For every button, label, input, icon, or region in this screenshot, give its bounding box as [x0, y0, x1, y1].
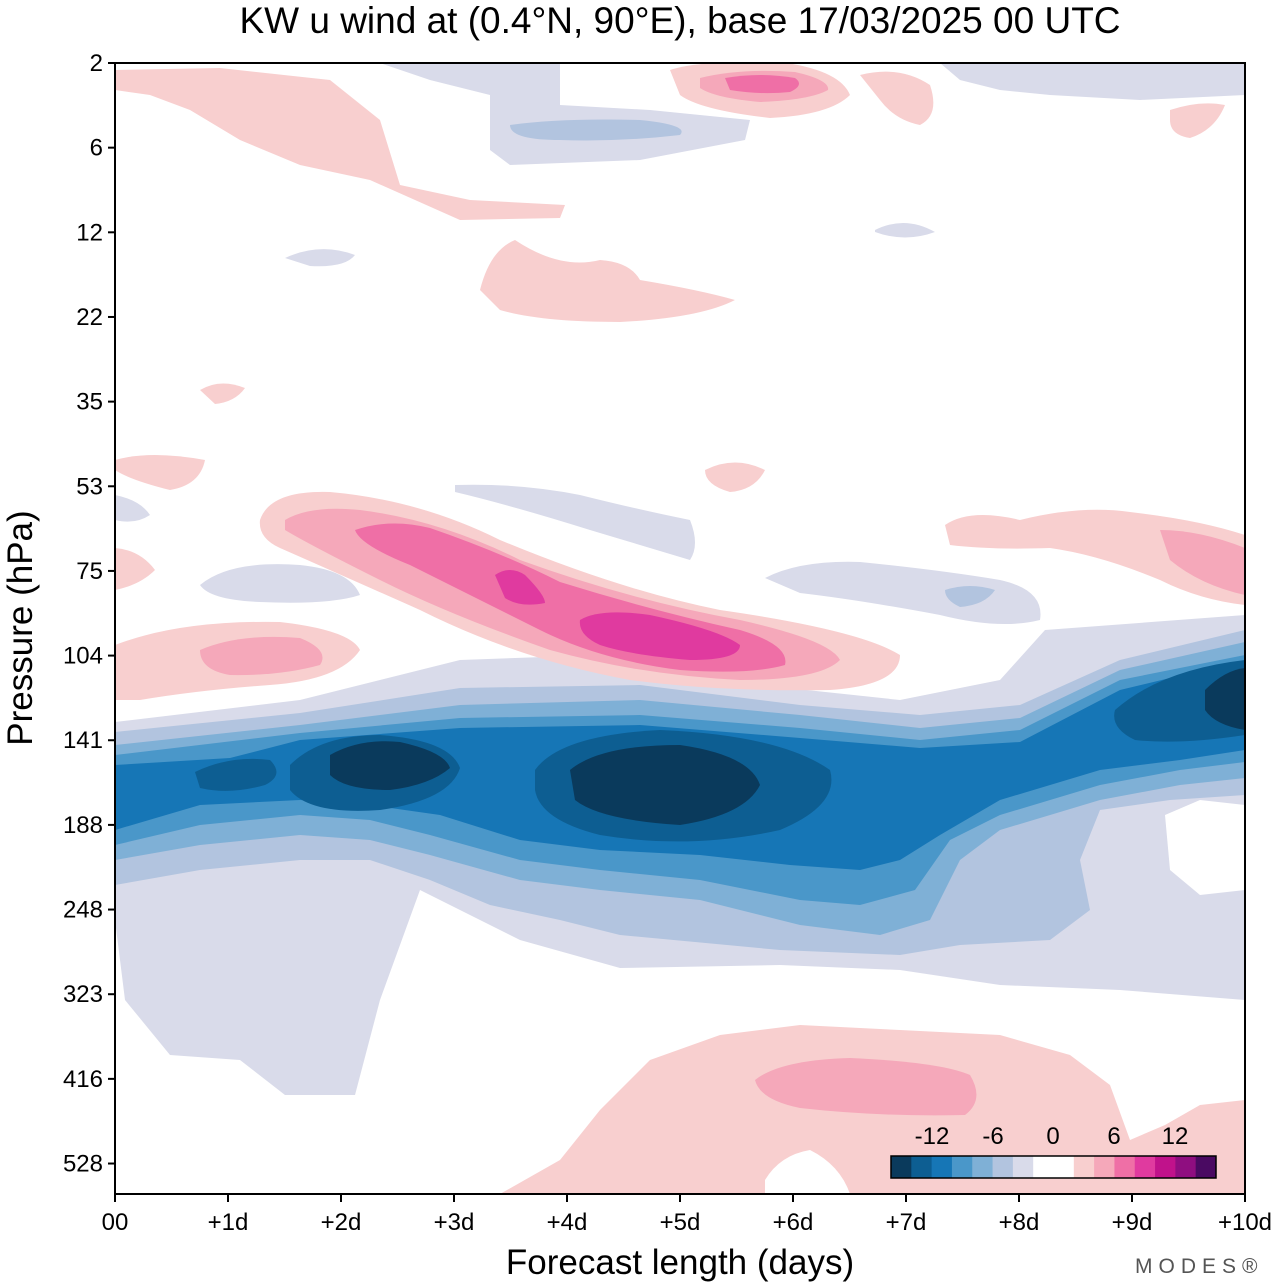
- contour-easterly-upper-1: [380, 63, 750, 165]
- contour-easterly-upper-3: [940, 63, 1245, 100]
- contour-westerly-8-b: [495, 570, 545, 605]
- contour-easterly-14-a: [570, 745, 760, 825]
- x-tick-label: 00: [102, 1209, 129, 1236]
- contour-westerly-upper-9: [200, 383, 245, 404]
- colorbar-label: 0: [1046, 1123, 1059, 1150]
- chart-title: KW u wind at (0.4°N, 90°E), base 17/03/2…: [239, 0, 1120, 41]
- colorbar-cell: [1155, 1156, 1176, 1178]
- x-tick-label: +9d: [1112, 1209, 1153, 1236]
- colorbar-cell: [1094, 1156, 1115, 1178]
- contour-westerly-upper-6: [860, 71, 934, 125]
- contour-easterly-upper-10: [115, 495, 150, 522]
- colorbar-cell: [1012, 1156, 1034, 1178]
- contour-westerly-right-2: [1160, 530, 1245, 595]
- y-tick-label: 22: [76, 304, 103, 331]
- colorbar-cell: [1033, 1156, 1054, 1178]
- contour-westerly-upper-8: [115, 455, 205, 490]
- colorbar-cell: [972, 1156, 994, 1178]
- colorbar: -12 -6 0 6 12: [890, 1123, 1217, 1179]
- y-tick-label: 53: [76, 473, 103, 500]
- contour-easterly-12-d: [195, 758, 277, 791]
- contour-westerly-lower-pocket: [765, 1150, 850, 1194]
- x-axis-label: Forecast length (days): [506, 1243, 854, 1282]
- x-tick-label: +1d: [208, 1209, 249, 1236]
- contour-westerly-lower-2: [755, 1058, 977, 1116]
- colorbar-cell: [992, 1156, 1014, 1178]
- x-tick-label: +6d: [773, 1209, 814, 1236]
- x-tick-label: +7d: [886, 1209, 927, 1236]
- contour-easterly-14-c: [1205, 668, 1245, 730]
- contour-easterly-pocket-1: [1165, 800, 1245, 895]
- y-tick-label: 104: [63, 643, 103, 670]
- y-tick-label: 323: [63, 981, 103, 1008]
- y-tick-label: 75: [76, 558, 103, 585]
- colorbar-cell: [1195, 1156, 1217, 1178]
- colorbar-cell: [1134, 1156, 1156, 1178]
- x-tick-label: +8d: [999, 1209, 1040, 1236]
- y-tick-label: 416: [63, 1066, 103, 1093]
- colorbar-cell: [951, 1156, 973, 1178]
- contour-easterly-upper-9: [875, 222, 935, 238]
- contour-easterly-upper-2: [510, 119, 682, 141]
- y-axis-label: Pressure (hPa): [1, 510, 40, 745]
- y-tick-label: 6: [90, 135, 103, 162]
- contour-westerly-upper-4: [725, 75, 799, 94]
- colorbar-cell: [931, 1156, 953, 1178]
- contour-easterly-upper-6: [765, 561, 1041, 624]
- contour-easterly-upper-4: [455, 484, 695, 560]
- y-axis: 2 6 12 22 35 53 75 104 141 188 248 323 416 528: [63, 50, 115, 1178]
- colorbar-label: 12: [1162, 1123, 1189, 1150]
- contour-easterly-upper-5: [200, 564, 360, 603]
- contour-easterly-14-b: [330, 741, 450, 790]
- modes-logo: MODES®: [1135, 1255, 1263, 1278]
- x-tick-label: +3d: [434, 1209, 475, 1236]
- y-tick-label: 188: [63, 812, 103, 839]
- colorbar-cell: [911, 1156, 933, 1178]
- contour-westerly-left-3: [115, 548, 155, 590]
- y-tick-label: 35: [76, 389, 103, 416]
- contour-westerly-upper-1: [115, 68, 565, 220]
- y-tick-label: 12: [76, 219, 103, 246]
- x-tick-label: +10d: [1218, 1209, 1272, 1236]
- colorbar-cell: [1114, 1156, 1136, 1178]
- colorbar-cell: [1053, 1156, 1075, 1178]
- y-tick-label: 528: [63, 1151, 103, 1178]
- y-tick-label: 141: [63, 727, 103, 754]
- colorbar-cell: [1073, 1156, 1095, 1178]
- colorbar-label: -6: [982, 1123, 1003, 1150]
- x-tick-label: +2d: [321, 1209, 362, 1236]
- contour-easterly-upper-7: [945, 586, 995, 607]
- contour-easterly-upper-8: [285, 249, 355, 267]
- colorbar-cell: [1175, 1156, 1197, 1178]
- contour-westerly-8-a: [579, 612, 740, 660]
- contour-westerly-upper-10: [705, 462, 765, 492]
- contour-westerly-upper-5: [480, 240, 735, 322]
- y-tick-label: 2: [90, 50, 103, 77]
- x-tick-label: +5d: [660, 1209, 701, 1236]
- colorbar-label: 6: [1107, 1123, 1120, 1150]
- x-tick-label: +4d: [547, 1209, 588, 1236]
- y-tick-label: 248: [63, 897, 103, 924]
- colorbar-label: -12: [915, 1123, 950, 1150]
- contour-easterly-12-c: [1114, 660, 1245, 742]
- x-axis: 00 +1d +2d +3d +4d +5d +6d +7d +8d +9d +10d: [102, 1194, 1272, 1236]
- contour-westerly-left-2: [200, 636, 323, 676]
- contour-westerly-upper-7: [1170, 103, 1225, 138]
- plot-area: [115, 63, 1245, 1194]
- colorbar-cell: [891, 1156, 912, 1178]
